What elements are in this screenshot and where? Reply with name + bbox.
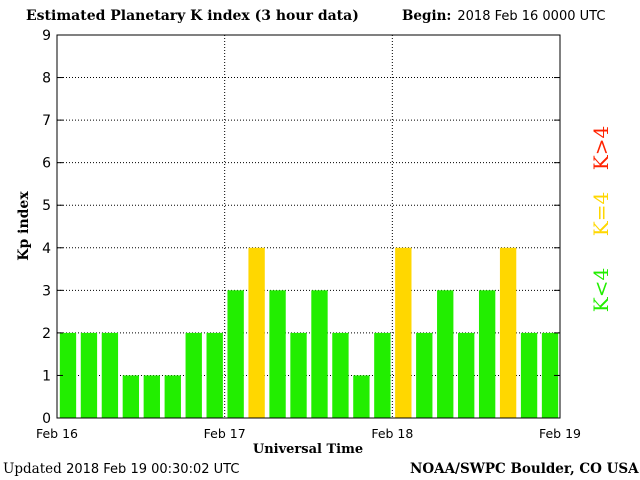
x-tick-label: Feb 18 [371,426,413,441]
y-tick-label: 0 [42,411,51,427]
kp-bar [185,332,202,418]
kp-bar [101,332,119,418]
kp-bar [206,332,223,418]
kp-bar [437,290,454,418]
x-axis-label: Universal Time [253,442,363,457]
updated-info: Updated 2018 Feb 19 00:30:02 UTC [3,461,239,477]
x-tick-label: Feb 17 [204,426,246,441]
x-tick-label: Feb 19 [539,426,581,441]
kp-bar [164,375,181,418]
updated-label: Updated [3,461,62,477]
kp-bar [269,290,286,418]
begin-value: 2018 Feb 16 0000 UTC [457,9,606,24]
kp-bar [332,332,349,418]
kp-bar [143,375,160,418]
x-axis-ticks: Feb 16 Feb 17 Feb 18 Feb 19 [36,426,581,441]
legend-item: K>4 [589,126,613,170]
y-axis-ticks: 0 1 2 3 4 5 6 7 8 9 [42,28,560,427]
bar-series [59,247,559,418]
chart-title: Estimated Planetary K index (3 hour data… [26,8,359,24]
updated-value: 2018 Feb 19 00:30:02 UTC [66,462,240,477]
y-tick-label: 3 [42,283,51,299]
y-tick-label: 2 [42,326,51,342]
y-tick-label: 8 [42,71,51,87]
y-tick-label: 6 [42,156,51,172]
kp-bar [59,332,77,418]
x-tick-label: Feb 16 [36,426,78,441]
kp-bar [458,332,475,418]
kp-bar [395,247,412,418]
kp-bar [290,332,307,418]
kp-bar [227,290,244,418]
kp-bar [374,332,391,418]
kp-bar [248,247,265,418]
y-tick-label: 7 [42,113,51,129]
kp-bar [416,332,433,418]
plot-frame [56,34,561,419]
credit: NOAA/SWPC Boulder, CO USA [410,461,639,477]
y-tick-label: 1 [42,368,51,384]
begin-label: Begin: [402,8,452,24]
kp-bar [478,290,496,418]
y-tick-label: 4 [42,241,51,257]
begin-info: Begin: 2018 Feb 16 0000 UTC [402,8,605,24]
kp-bar [311,290,328,418]
y-tick-label: 5 [42,198,51,214]
kp-bar [353,375,370,418]
kp-bar [122,375,140,418]
kp-bar [520,332,538,418]
y-tick-label: 9 [42,28,51,44]
kp-bar [541,332,559,418]
kp-bar [80,332,98,418]
legend-item: K<4 [589,268,613,312]
grid-lines [57,35,560,418]
kp-bar [499,247,517,418]
legend: K>4 K=4 K<4 [589,126,613,312]
kp-chart: 0 1 2 3 4 5 6 7 8 9 Feb 16 Feb 17 Feb 18 Feb 19 Kp i… [16,28,613,457]
y-axis-label: Kp index [16,191,32,261]
legend-item: K=4 [589,192,613,236]
